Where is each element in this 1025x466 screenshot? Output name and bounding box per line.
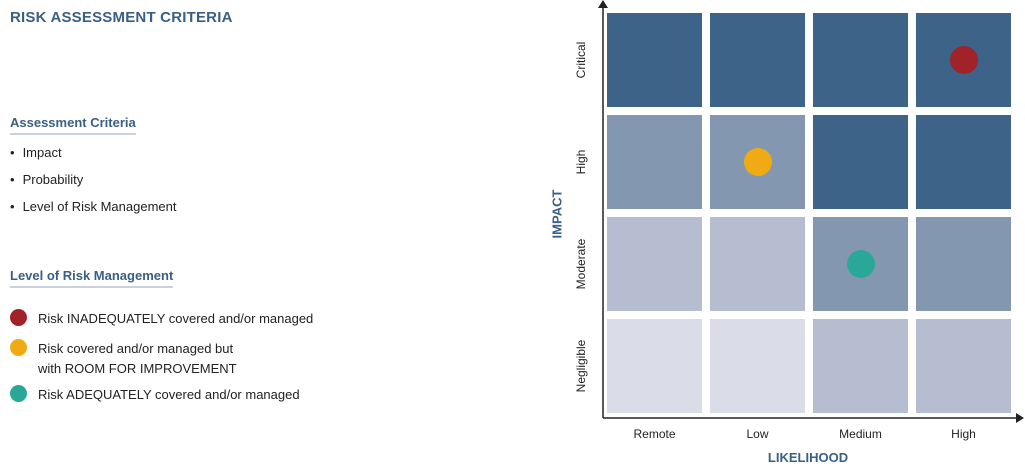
matrix-cell <box>916 115 1011 209</box>
page-title: RISK ASSESSMENT CRITERIA <box>10 9 233 26</box>
row-label: Negligible <box>574 339 588 393</box>
assessment-criteria-list: Impact Probability Level of Risk Managem… <box>10 144 177 225</box>
matrix-cell <box>813 319 908 413</box>
red-dot-icon <box>10 309 27 326</box>
risk-management-heading: Level of Risk Management <box>10 268 174 288</box>
risk-marker <box>846 250 875 278</box>
criteria-item-risk-management: Level of Risk Management <box>10 198 177 225</box>
x-axis-title: LIKELIHOOD <box>767 450 849 465</box>
matrix-cell <box>607 319 702 413</box>
teal-dot-icon <box>10 385 27 402</box>
criteria-item-impact: Impact <box>10 144 176 171</box>
row-label: High <box>574 149 588 175</box>
legend-label-improvement: Risk covered and/or managed but with ROO… <box>38 341 237 376</box>
risk-marker <box>949 46 978 74</box>
yellow-dot-icon <box>10 339 27 356</box>
y-axis-title: IMPACT <box>549 189 565 239</box>
matrix-cell <box>607 115 702 209</box>
column-label: Remote <box>633 427 676 441</box>
column-label: Low <box>746 427 769 441</box>
matrix-cell <box>813 13 908 107</box>
matrix-cell <box>916 217 1011 311</box>
matrix-cell <box>916 319 1011 413</box>
matrix-cell <box>710 217 805 311</box>
risk-marker <box>743 148 772 176</box>
matrix-cell <box>607 13 702 107</box>
assessment-criteria-heading: Assessment Criteria <box>10 115 136 135</box>
row-label: Critical <box>574 41 588 79</box>
legend-label-adequate: Risk ADEQUATELY covered and/or managed <box>38 387 300 402</box>
legend-label-inadequate: Risk INADEQUATELY covered and/or managed <box>38 311 314 326</box>
row-label: Moderate <box>574 238 588 290</box>
matrix-cell <box>813 115 908 209</box>
column-label: High <box>951 427 976 441</box>
matrix-cell <box>710 13 805 107</box>
matrix-cell <box>710 319 805 413</box>
matrix-cell <box>607 217 702 311</box>
column-label: Medium <box>839 427 882 441</box>
criteria-item-probability: Probability <box>10 171 176 198</box>
matrix-axes <box>598 0 1024 423</box>
